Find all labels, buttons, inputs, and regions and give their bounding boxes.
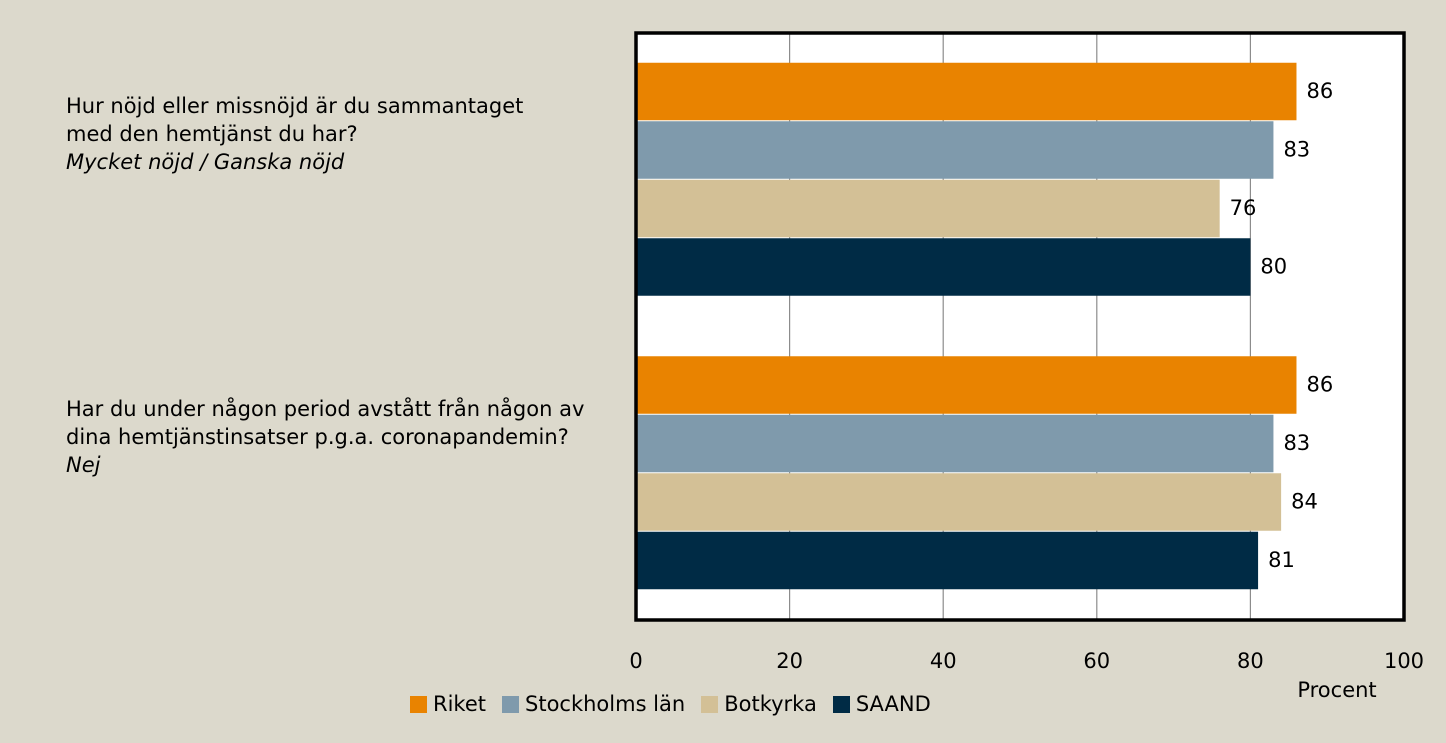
- bar: [636, 179, 1220, 238]
- legend-label: Riket: [433, 692, 486, 716]
- bar: [636, 121, 1274, 179]
- legend: Riket Stockholms län Botkyrka SAAND: [410, 692, 947, 716]
- bar: [636, 356, 1297, 414]
- bar: [636, 531, 1259, 590]
- category-question: Hur nöjd eller missnöjd är du sammantage…: [66, 94, 524, 146]
- x-tick-label: 0: [629, 649, 642, 673]
- bar: [636, 414, 1274, 473]
- legend-item: SAAND: [832, 692, 931, 716]
- legend-item: Riket: [410, 692, 486, 716]
- x-tick-label: 80: [1237, 649, 1264, 673]
- data-label: 86: [1306, 79, 1333, 103]
- legend-label: Botkyrka: [724, 692, 817, 716]
- legend-swatch: [502, 695, 519, 713]
- legend-label: Stockholms län: [525, 692, 686, 716]
- x-axis-label: Procent: [1297, 678, 1376, 702]
- legend-swatch: [832, 695, 850, 713]
- x-tick-label: 20: [776, 649, 803, 673]
- legend-swatch: [701, 695, 719, 713]
- bar: [636, 473, 1282, 531]
- data-label: 83: [1283, 138, 1310, 162]
- data-label: 86: [1306, 373, 1333, 397]
- x-tick-label: 100: [1384, 649, 1424, 673]
- data-label: 80: [1260, 255, 1287, 279]
- data-label: 84: [1291, 490, 1318, 514]
- category-question: Har du under någon period avstått från n…: [66, 397, 585, 449]
- bar: [636, 62, 1297, 121]
- legend-label: SAAND: [855, 692, 931, 716]
- data-label: 76: [1230, 196, 1257, 220]
- data-label: 83: [1283, 431, 1310, 455]
- plot-border: [634, 31, 1406, 622]
- x-tick-label: 40: [930, 649, 957, 673]
- x-tick-label: 60: [1083, 649, 1110, 673]
- legend-item: Stockholms län: [502, 692, 685, 716]
- category-label: Hur nöjd eller missnöjd är du sammantage…: [66, 92, 546, 176]
- category-answer: Nej: [66, 453, 101, 477]
- category-label: Har du under någon period avstått från n…: [66, 395, 626, 479]
- legend-swatch: [410, 695, 427, 713]
- bar: [636, 238, 1251, 296]
- category-answer: Mycket nöjd / Ganska nöjd: [66, 150, 345, 174]
- legend-item: Botkyrka: [701, 692, 817, 716]
- data-label: 81: [1268, 548, 1295, 572]
